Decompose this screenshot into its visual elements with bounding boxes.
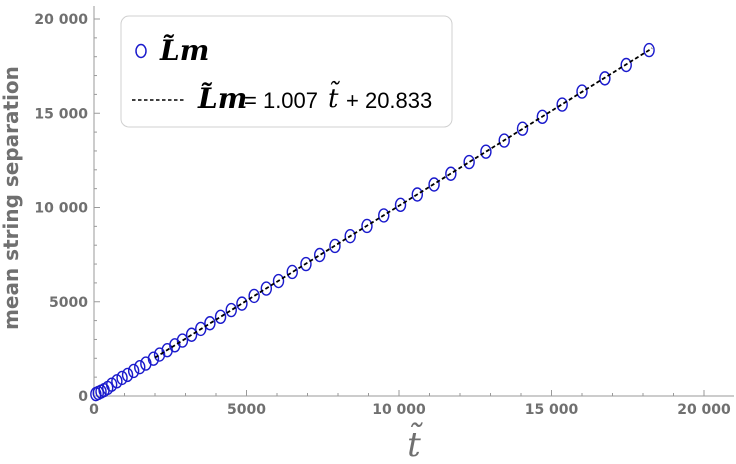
data-point bbox=[236, 296, 248, 311]
data-point bbox=[272, 273, 285, 289]
data-point bbox=[576, 84, 588, 99]
x-tick-label: 10 000 bbox=[372, 402, 426, 418]
data-point bbox=[127, 363, 140, 379]
legend-markers-label: L̃m bbox=[159, 34, 209, 67]
legend-line-eq-1: = 1.007 bbox=[244, 88, 318, 113]
y-tick-label: 15 000 bbox=[34, 106, 88, 122]
y-tick-label: 0 bbox=[78, 389, 88, 405]
data-point bbox=[225, 302, 237, 318]
data-point bbox=[300, 256, 312, 272]
data-point bbox=[286, 264, 298, 280]
x-tick-label: 5000 bbox=[227, 402, 266, 418]
legend-line-eq-2: + 20.833 bbox=[346, 88, 432, 113]
data-point bbox=[111, 374, 123, 389]
ticks: 0 5000 10 000 15 000 20 000 0 5000 10 000 15 000… bbox=[34, 12, 731, 418]
data-point bbox=[195, 321, 207, 337]
legend-line-symbol: L̃m bbox=[197, 82, 247, 115]
data-point bbox=[121, 367, 134, 383]
data-point bbox=[105, 377, 118, 392]
data-point bbox=[344, 228, 356, 244]
y-axis-label: mean string separation bbox=[0, 66, 23, 330]
x-tick-label: 15 000 bbox=[525, 402, 579, 418]
fit-line bbox=[154, 47, 653, 359]
data-point bbox=[498, 133, 510, 148]
data-point bbox=[599, 71, 611, 86]
data-point bbox=[556, 97, 568, 112]
y-tick-label: 20 000 bbox=[34, 12, 88, 28]
data-point bbox=[463, 154, 475, 170]
data-point bbox=[445, 166, 457, 181]
data-point bbox=[116, 370, 128, 386]
y-tick-label: 5000 bbox=[49, 295, 88, 311]
fit-line-segment bbox=[154, 47, 653, 359]
data-point bbox=[536, 109, 549, 125]
data-point bbox=[643, 42, 655, 58]
x-tick-label: 0 bbox=[89, 402, 99, 418]
legend-box bbox=[120, 15, 453, 128]
data-point bbox=[314, 247, 326, 263]
x-tick-label: 20 000 bbox=[677, 402, 731, 418]
data-point bbox=[329, 238, 341, 254]
axes bbox=[93, 6, 734, 397]
data-point bbox=[153, 347, 166, 362]
legend-marker-icon bbox=[135, 43, 147, 59]
data-point bbox=[378, 208, 390, 223]
data-point bbox=[428, 177, 440, 192]
data-point bbox=[361, 218, 373, 234]
y-tick-label: 10 000 bbox=[34, 201, 88, 217]
legend-line-t: t̃ bbox=[328, 80, 341, 114]
data-point bbox=[185, 327, 198, 342]
x-axis-label: t̃ bbox=[407, 422, 424, 464]
data-point bbox=[394, 197, 407, 213]
data-point bbox=[176, 333, 189, 348]
data-point bbox=[516, 121, 529, 136]
data-markers bbox=[90, 42, 655, 402]
data-point bbox=[260, 281, 273, 296]
data-point bbox=[620, 57, 632, 73]
data-point bbox=[480, 144, 492, 159]
data-point bbox=[204, 316, 216, 331]
data-point bbox=[134, 359, 146, 375]
legend: L̃m L̃m = 1.007 t̃ + 20.833 bbox=[120, 15, 453, 128]
data-point bbox=[248, 288, 260, 304]
data-point bbox=[147, 351, 160, 366]
data-point bbox=[214, 309, 227, 325]
data-point bbox=[411, 187, 423, 202]
